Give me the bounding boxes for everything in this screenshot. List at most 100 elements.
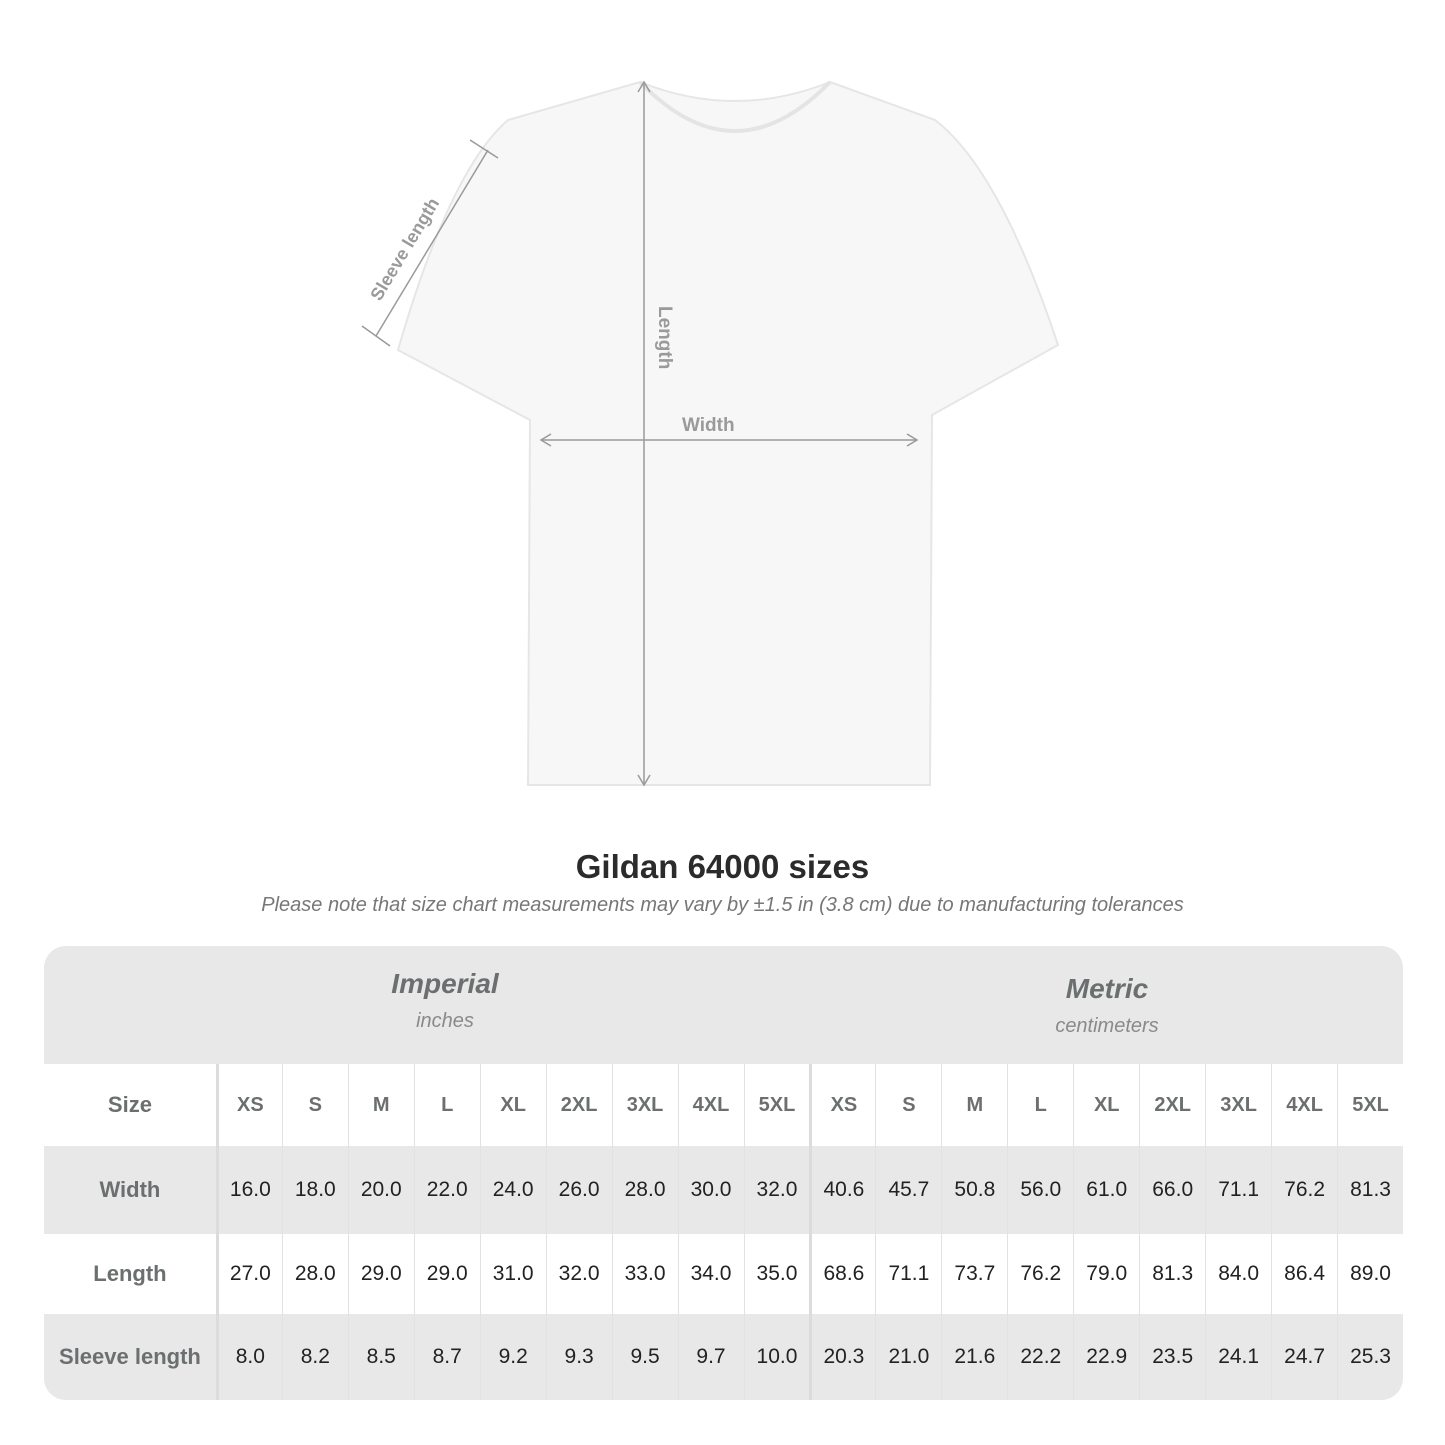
metric-value-cell: 21.0 bbox=[875, 1314, 941, 1400]
size-imperial-m: M bbox=[347, 1064, 414, 1146]
imperial-value-cell: 28.0 bbox=[611, 1146, 678, 1234]
metric-value-cell: 66.0 bbox=[1139, 1146, 1205, 1234]
imperial-value-cell: 18.0 bbox=[281, 1146, 348, 1234]
size-imperial-s: S bbox=[281, 1064, 348, 1146]
metric-value-cell: 56.0 bbox=[1007, 1146, 1073, 1234]
imperial-value-cell: 31.0 bbox=[479, 1234, 546, 1314]
length-label: Length bbox=[654, 306, 675, 369]
length-arrow-top bbox=[637, 80, 651, 93]
imperial-value-cell: 8.7 bbox=[413, 1314, 480, 1400]
metric-value-cell: 84.0 bbox=[1205, 1234, 1271, 1314]
imperial-header: Imperial inches bbox=[216, 968, 674, 1033]
imperial-value-cell: 10.0 bbox=[743, 1314, 810, 1400]
imperial-unit: inches bbox=[416, 1010, 474, 1032]
size-metric-xs: XS bbox=[809, 1064, 875, 1146]
width-label: Width bbox=[682, 415, 735, 436]
imperial-value-cell: 9.5 bbox=[611, 1314, 678, 1400]
metric-value-cell: 73.7 bbox=[941, 1234, 1007, 1314]
size-metric-3xl: 3XL bbox=[1205, 1064, 1271, 1146]
size-imperial-xl: XL bbox=[479, 1064, 546, 1146]
table-row: Length 27.0 28.0 29.0 29.0 31.0 32.0 33.0 34.0 35… bbox=[44, 1234, 1403, 1314]
width-arrow-right bbox=[906, 433, 919, 447]
imperial-value-cell: 8.0 bbox=[215, 1314, 282, 1400]
sleeve-tick-bottom bbox=[361, 325, 391, 347]
tshirt-image bbox=[396, 80, 1060, 786]
imperial-value-cell: 26.0 bbox=[545, 1146, 612, 1234]
metric-title: Metric bbox=[1065, 973, 1149, 1004]
imperial-value-cell: 33.0 bbox=[611, 1234, 678, 1314]
metric-value-cell: 89.0 bbox=[1337, 1234, 1403, 1314]
size-imperial-5xl: 5XL bbox=[743, 1064, 810, 1146]
imperial-value-cell: 9.7 bbox=[677, 1314, 744, 1400]
size-header-row: Size XS S M L XL 2XL 3XL 4XL 5XL XS S M L XL 2XL 3XL 4XL 5… bbox=[44, 1064, 1403, 1146]
imperial-value-cell: 8.2 bbox=[281, 1314, 348, 1400]
imperial-value-cell: 29.0 bbox=[347, 1234, 414, 1314]
size-chart-table: Imperial inches Metric centimeters Size X… bbox=[44, 946, 1403, 1400]
tshirt-collar bbox=[638, 80, 832, 133]
metric-value-cell: 76.2 bbox=[1271, 1146, 1337, 1234]
size-metric-l: L bbox=[1007, 1064, 1073, 1146]
metric-value-cell: 50.8 bbox=[941, 1146, 1007, 1234]
metric-value-cell: 81.3 bbox=[1337, 1146, 1403, 1234]
size-imperial-4xl: 4XL bbox=[677, 1064, 744, 1146]
length-arrow-bottom bbox=[637, 774, 651, 787]
page-title: Gildan 64000 sizes bbox=[575, 848, 870, 885]
metric-value-cell: 79.0 bbox=[1073, 1234, 1139, 1314]
size-metric-2xl: 2XL bbox=[1139, 1064, 1205, 1146]
imperial-value-cell: 16.0 bbox=[215, 1146, 282, 1234]
sleeve-tick-top bbox=[469, 139, 499, 159]
imperial-value-cell: 24.0 bbox=[479, 1146, 546, 1234]
imperial-value-cell: 34.0 bbox=[677, 1234, 744, 1314]
table-row: Sleeve length 8.0 8.2 8.5 8.7 9.2 9.3 9.5 9.7 10.… bbox=[44, 1314, 1403, 1400]
metric-value-cell: 76.2 bbox=[1007, 1234, 1073, 1314]
size-metric-s: S bbox=[875, 1064, 941, 1146]
metric-unit: centimeters bbox=[1055, 1015, 1159, 1037]
imperial-value-cell: 32.0 bbox=[743, 1146, 810, 1234]
imperial-value-cell: 27.0 bbox=[215, 1234, 282, 1314]
metric-value-cell: 45.7 bbox=[875, 1146, 941, 1234]
size-imperial-3xl: 3XL bbox=[611, 1064, 678, 1146]
row-label: Sleeve length bbox=[59, 1344, 201, 1369]
size-metric-4xl: 4XL bbox=[1271, 1064, 1337, 1146]
size-imperial-xs: XS bbox=[215, 1064, 282, 1146]
metric-value-cell: 24.7 bbox=[1271, 1314, 1337, 1400]
metric-value-cell: 40.6 bbox=[809, 1146, 875, 1234]
tshirt-diagram: Sleeve length Length Width bbox=[361, 80, 1060, 787]
size-metric-xl: XL bbox=[1073, 1064, 1139, 1146]
table-row: Width 16.0 18.0 20.0 22.0 24.0 26.0 28.0 30.0 32.… bbox=[44, 1146, 1403, 1234]
imperial-value-cell: 9.3 bbox=[545, 1314, 612, 1400]
size-grid: Size XS S M L XL 2XL 3XL 4XL 5XL XS S M L XL 2XL 3XL 4XL 5… bbox=[44, 1064, 1403, 1400]
metric-value-cell: 71.1 bbox=[1205, 1146, 1271, 1234]
width-arrow-left bbox=[539, 433, 552, 447]
metric-value-cell: 20.3 bbox=[809, 1314, 875, 1400]
size-imperial-2xl: 2XL bbox=[545, 1064, 612, 1146]
imperial-value-cell: 32.0 bbox=[545, 1234, 612, 1314]
metric-value-cell: 86.4 bbox=[1271, 1234, 1337, 1314]
tolerance-note: Please note that size chart measurements… bbox=[261, 894, 1184, 916]
imperial-value-cell: 20.0 bbox=[347, 1146, 414, 1234]
metric-value-cell: 81.3 bbox=[1139, 1234, 1205, 1314]
sleeve-line bbox=[375, 149, 489, 337]
size-metric-5xl: 5XL bbox=[1337, 1064, 1403, 1146]
imperial-value-cell: 28.0 bbox=[281, 1234, 348, 1314]
metric-value-cell: 25.3 bbox=[1337, 1314, 1403, 1400]
imperial-title: Imperial bbox=[391, 968, 499, 999]
metric-value-cell: 61.0 bbox=[1073, 1146, 1139, 1234]
imperial-value-cell: 30.0 bbox=[677, 1146, 744, 1234]
metric-value-cell: 21.6 bbox=[941, 1314, 1007, 1400]
metric-value-cell: 22.9 bbox=[1073, 1314, 1139, 1400]
size-metric-m: M bbox=[941, 1064, 1007, 1146]
imperial-value-cell: 29.0 bbox=[413, 1234, 480, 1314]
metric-value-cell: 68.6 bbox=[809, 1234, 875, 1314]
row-label: Width bbox=[99, 1177, 161, 1202]
imperial-value-cell: 8.5 bbox=[347, 1314, 414, 1400]
metric-value-cell: 23.5 bbox=[1139, 1314, 1205, 1400]
metric-value-cell: 24.1 bbox=[1205, 1314, 1271, 1400]
metric-value-cell: 71.1 bbox=[875, 1234, 941, 1314]
imperial-value-cell: 35.0 bbox=[743, 1234, 810, 1314]
row-label: Length bbox=[44, 1234, 216, 1314]
metric-value-cell: 22.2 bbox=[1007, 1314, 1073, 1400]
imperial-value-cell: 22.0 bbox=[413, 1146, 480, 1234]
metric-header: Metric centimeters bbox=[810, 973, 1403, 1038]
size-label: Size bbox=[44, 1064, 216, 1146]
